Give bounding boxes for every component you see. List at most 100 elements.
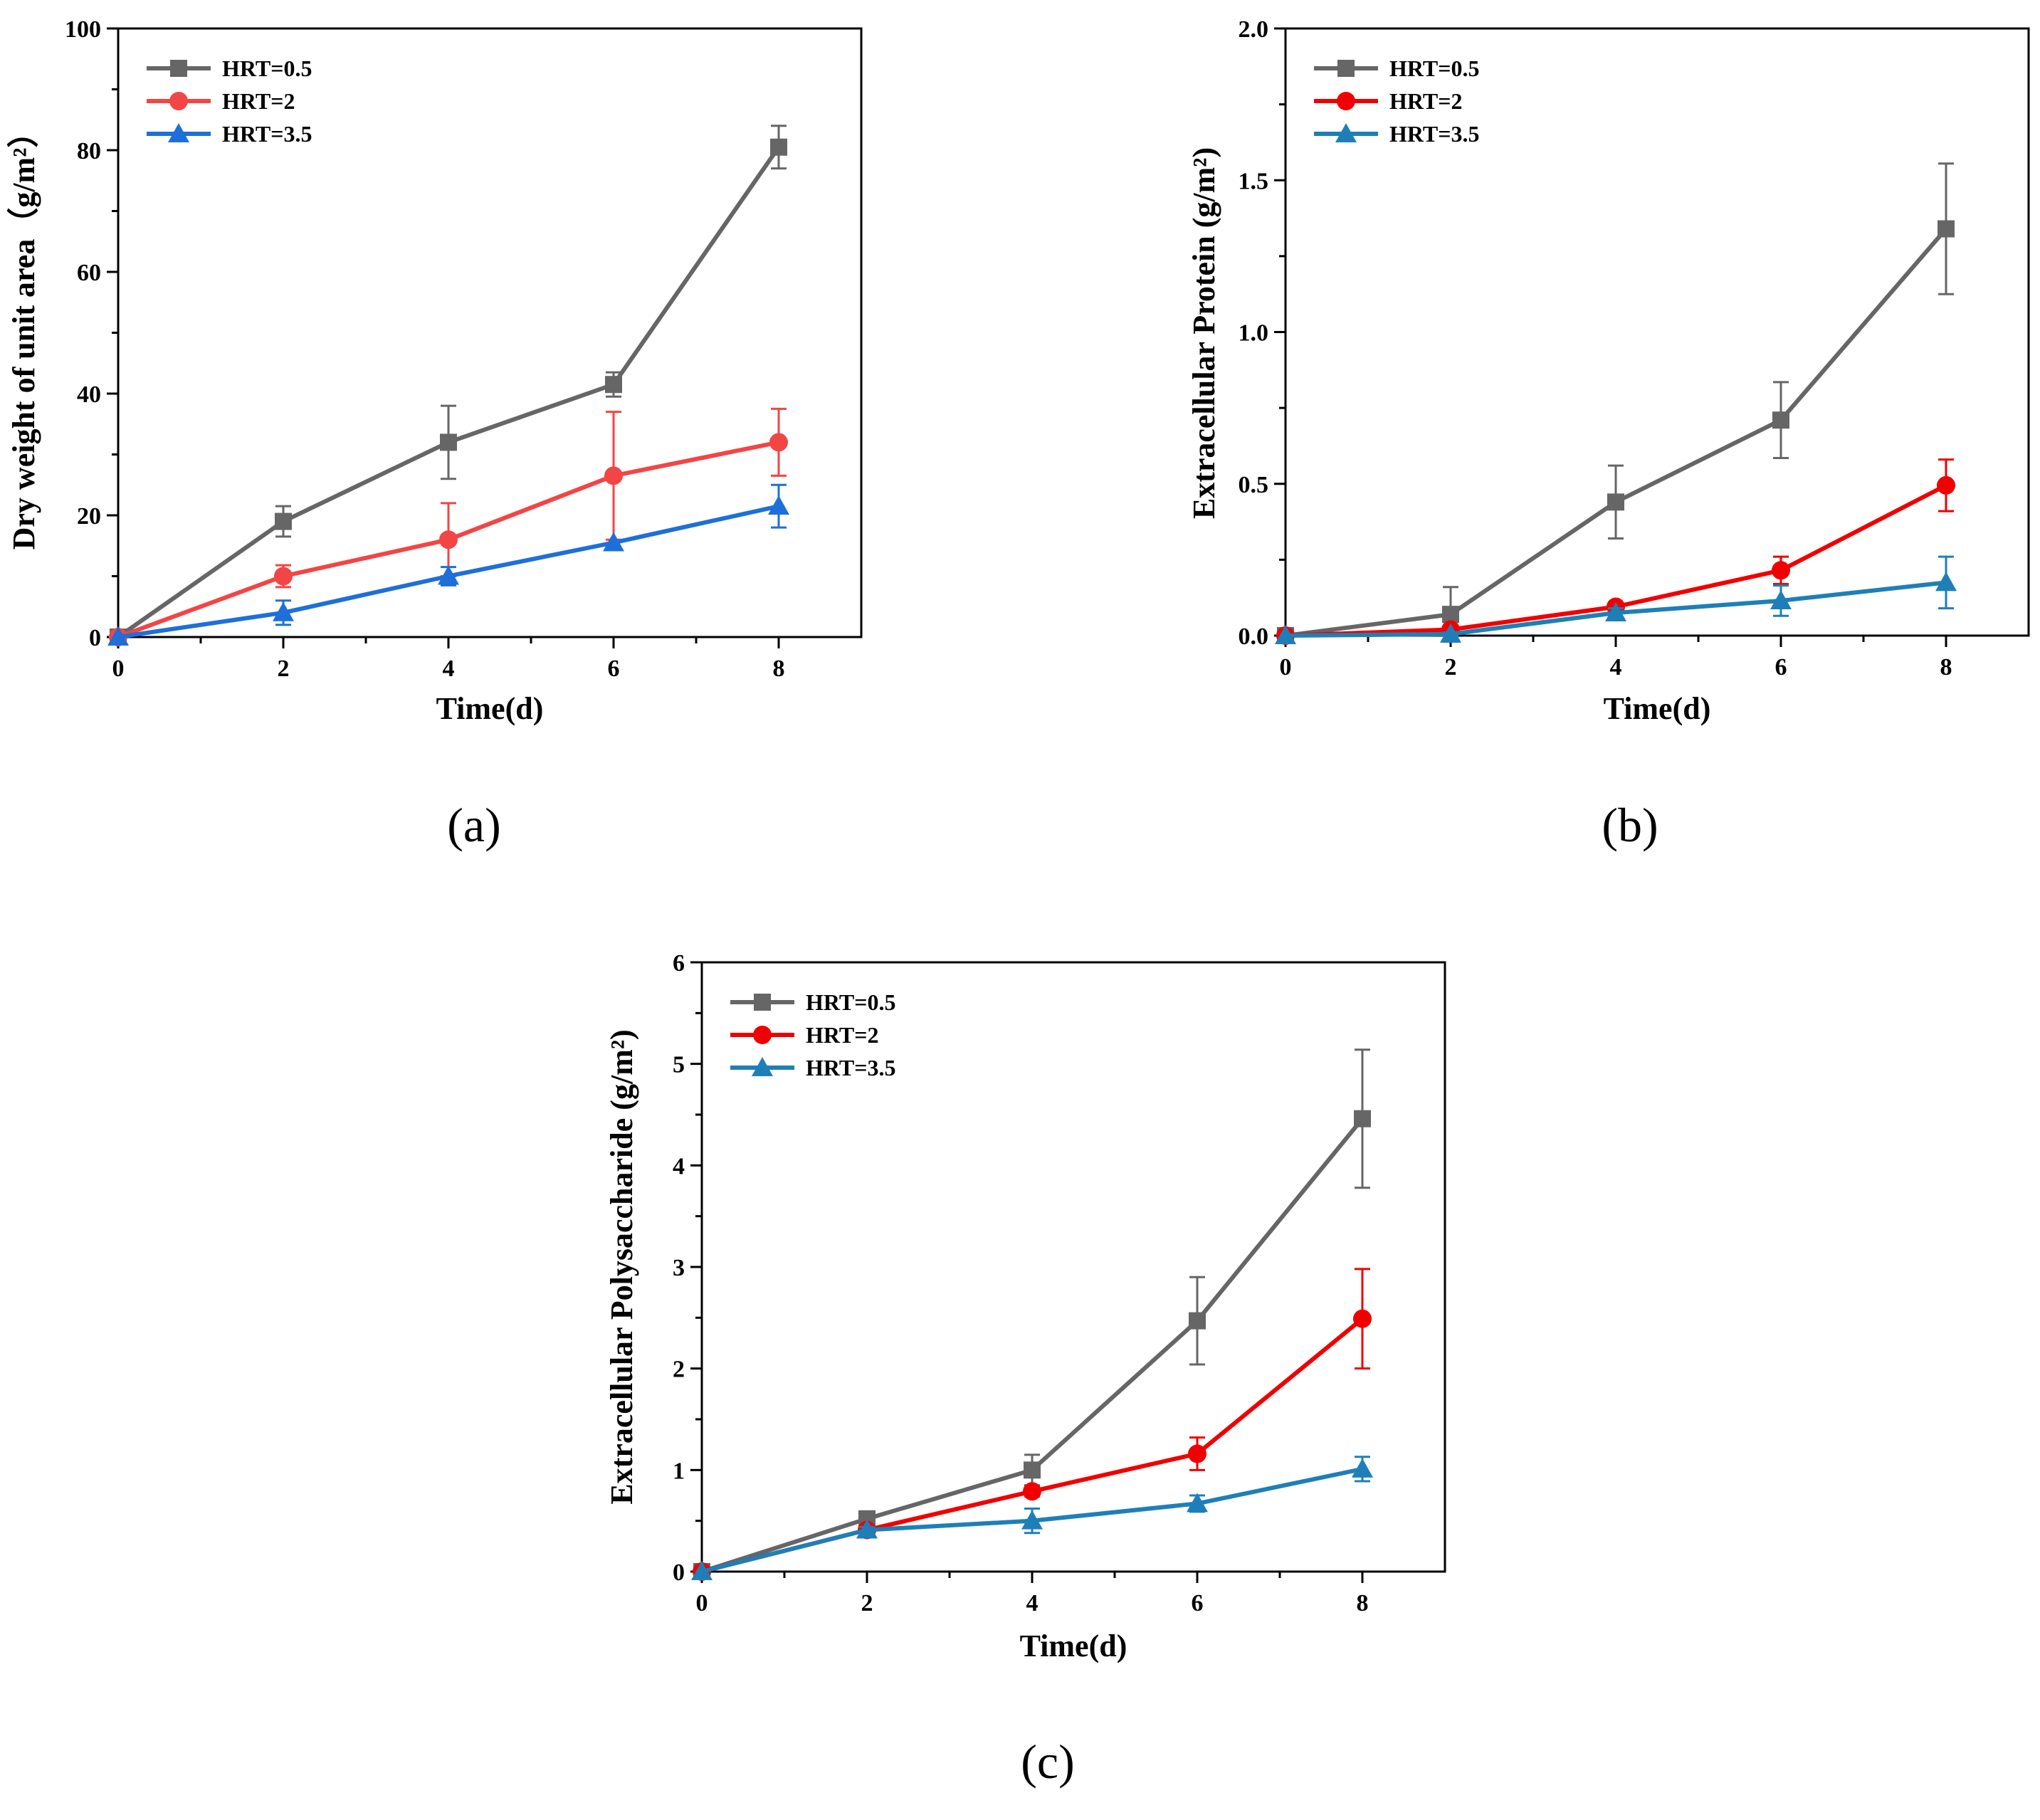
data-point bbox=[275, 512, 292, 530]
legend-marker bbox=[1335, 123, 1357, 142]
data-point bbox=[1275, 625, 1296, 644]
data-point bbox=[1937, 475, 1955, 495]
data-point bbox=[438, 565, 459, 585]
data-point bbox=[1024, 1461, 1041, 1479]
data-point bbox=[439, 530, 458, 549]
chart-panel-b: 0 2 4 6 8 0.0 0.5 1.0 1.5 2.0 Time(d) Extracellular… bbox=[1187, 16, 2030, 852]
x-tick-label: 0 bbox=[1280, 654, 1292, 680]
y-tick-label: 80 bbox=[77, 138, 101, 164]
legend-marker bbox=[169, 92, 188, 110]
x-tick-label: 4 bbox=[1610, 654, 1622, 680]
data-point bbox=[1442, 606, 1459, 624]
legend-entry: HRT=2 bbox=[730, 1022, 878, 1048]
y-tick-label: 20 bbox=[77, 503, 101, 530]
legend-entry: HRT=0.5 bbox=[1314, 56, 1479, 81]
y-axis-title: Extracellular Protein (g/m²) bbox=[1187, 147, 1221, 519]
legend-label: HRT=2 bbox=[806, 1022, 878, 1048]
data-point bbox=[604, 466, 623, 485]
y-tick-label: 1 bbox=[673, 1458, 685, 1484]
legend-label: HRT=2 bbox=[1389, 88, 1462, 114]
data-point bbox=[856, 1519, 878, 1539]
x-tick-label: 2 bbox=[278, 656, 290, 682]
y-tick-label: 40 bbox=[77, 382, 101, 408]
plot-frame bbox=[1284, 27, 2030, 637]
y-tick-label: 0 bbox=[89, 625, 101, 651]
x-tick-label: 4 bbox=[1026, 1590, 1039, 1616]
y-tick-label: 1.0 bbox=[1239, 320, 1269, 347]
x-tick-label: 0 bbox=[112, 656, 125, 682]
legend-entry: HRT=2 bbox=[1314, 88, 1462, 114]
chart-panel-c: 0 2 4 6 8 0 1 2 3 4 5 6 Time(d) Extracellular Polysac… bbox=[604, 950, 1446, 1789]
x-tick-label: 0 bbox=[696, 1590, 708, 1616]
data-point bbox=[605, 376, 622, 394]
legend-label: HRT=0.5 bbox=[222, 56, 312, 81]
data-point bbox=[273, 601, 294, 621]
y-tick-label: 4 bbox=[673, 1153, 685, 1179]
legend-marker bbox=[1337, 60, 1355, 77]
legend-entry: HRT=2 bbox=[147, 88, 295, 114]
y-tick-label: 6 bbox=[673, 950, 685, 977]
x-tick-label: 8 bbox=[773, 656, 785, 682]
y-tick-label: 1.5 bbox=[1239, 168, 1269, 194]
y-axis-title: Dry weight of unit area（g/m²） bbox=[6, 117, 41, 550]
legend-marker bbox=[754, 994, 771, 1011]
legend-entry: HRT=3.5 bbox=[1314, 121, 1479, 147]
x-axis-title: Time(d) bbox=[436, 691, 544, 726]
x-tick-label: 2 bbox=[1445, 654, 1457, 680]
x-tick-label: 8 bbox=[1357, 1590, 1369, 1616]
series-HRT=3.5 bbox=[107, 483, 789, 646]
data-point bbox=[1188, 1444, 1206, 1463]
data-point bbox=[769, 433, 788, 452]
data-point bbox=[1605, 602, 1626, 622]
x-tick-label: 6 bbox=[1775, 654, 1787, 680]
x-axis-title: Time(d) bbox=[1020, 1629, 1127, 1663]
legend-label: HRT=2 bbox=[222, 88, 295, 114]
y-tick-label: 2.0 bbox=[1239, 16, 1269, 43]
data-point bbox=[1023, 1482, 1041, 1501]
legend-entry: HRT=0.5 bbox=[147, 56, 312, 81]
legend-marker bbox=[752, 1057, 773, 1076]
panel-label: (c) bbox=[1021, 1735, 1074, 1789]
data-point bbox=[1772, 561, 1790, 580]
y-tick-label: 3 bbox=[673, 1255, 685, 1281]
series-HRT=0.5 bbox=[1277, 162, 1955, 644]
legend-marker bbox=[1337, 92, 1355, 110]
y-tick-label: 2 bbox=[673, 1357, 685, 1383]
data-point bbox=[1354, 1110, 1371, 1127]
legend-marker bbox=[168, 123, 189, 142]
x-tick-label: 4 bbox=[443, 656, 455, 682]
legend-marker bbox=[753, 1026, 772, 1044]
y-tick-label: 0.5 bbox=[1239, 472, 1269, 498]
data-point bbox=[1440, 623, 1461, 643]
legend-label: HRT=3.5 bbox=[1389, 121, 1479, 147]
legend-entry: HRT=0.5 bbox=[730, 989, 895, 1015]
data-point bbox=[1189, 1312, 1206, 1330]
y-tick-label: 5 bbox=[673, 1052, 685, 1078]
x-tick-label: 6 bbox=[608, 656, 620, 682]
series-line bbox=[701, 1117, 1365, 1574]
data-point bbox=[1935, 572, 1957, 591]
x-tick-label: 2 bbox=[861, 1590, 873, 1616]
legend-marker bbox=[170, 60, 187, 77]
data-point bbox=[1772, 411, 1789, 429]
data-point bbox=[603, 532, 624, 552]
legend-label: HRT=0.5 bbox=[806, 989, 895, 1015]
plot-frame bbox=[117, 27, 863, 638]
data-point bbox=[768, 495, 789, 515]
data-point bbox=[1352, 1458, 1373, 1478]
y-tick-label: 100 bbox=[65, 16, 101, 43]
x-axis-title: Time(d) bbox=[1604, 691, 1711, 726]
data-point bbox=[770, 138, 787, 156]
legend-label: HRT=3.5 bbox=[222, 121, 312, 147]
series-HRT=3.5 bbox=[1275, 555, 1957, 644]
data-point bbox=[274, 567, 293, 586]
y-tick-label: 0.0 bbox=[1239, 624, 1269, 650]
data-point bbox=[1770, 589, 1792, 609]
legend-entry: HRT=3.5 bbox=[147, 121, 312, 147]
data-point bbox=[440, 433, 457, 451]
data-point bbox=[1938, 220, 1955, 238]
panel-label: (a) bbox=[447, 798, 500, 852]
data-point bbox=[1187, 1493, 1208, 1513]
